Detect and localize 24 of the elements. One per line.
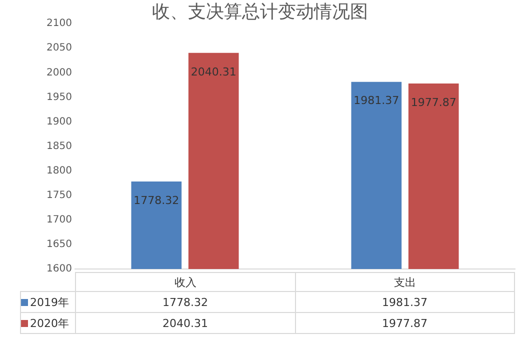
data-label: 1778.32 bbox=[76, 292, 295, 312]
x-tick-label: 收入 bbox=[76, 272, 295, 292]
legend-label: 2020年 bbox=[30, 316, 69, 330]
data-label: 1981.37 bbox=[295, 292, 514, 312]
annotation: 1778.32 bbox=[134, 194, 180, 207]
y-tick-label: 2050 bbox=[46, 42, 72, 54]
y-tick-label: 1700 bbox=[46, 214, 72, 226]
y-tick-label: 2100 bbox=[46, 18, 72, 30]
x-tick-label: 支出 bbox=[295, 272, 514, 292]
y-tick-label: 1650 bbox=[46, 239, 72, 250]
y-tick-label: 1900 bbox=[46, 116, 72, 128]
y-tick-label: 1950 bbox=[46, 92, 72, 103]
y-tick-label: 1800 bbox=[46, 165, 72, 176]
legend-label: 2019年 bbox=[30, 296, 69, 308]
annotation: 2040.31 bbox=[190, 65, 236, 78]
data-label: 2040.31 bbox=[76, 312, 295, 334]
y-tick-label: 1600 bbox=[46, 264, 72, 275]
y-tick-label: 2000 bbox=[46, 67, 72, 78]
chart-title: 收、支决算总计变动情况图 bbox=[152, 1, 368, 22]
y-tick-label: 1850 bbox=[46, 140, 72, 152]
data-label: 1977.87 bbox=[295, 312, 514, 334]
annotation: 1977.87 bbox=[410, 96, 456, 109]
y-tick-label: 1750 bbox=[46, 190, 72, 201]
annotation: 1981.37 bbox=[354, 94, 400, 108]
